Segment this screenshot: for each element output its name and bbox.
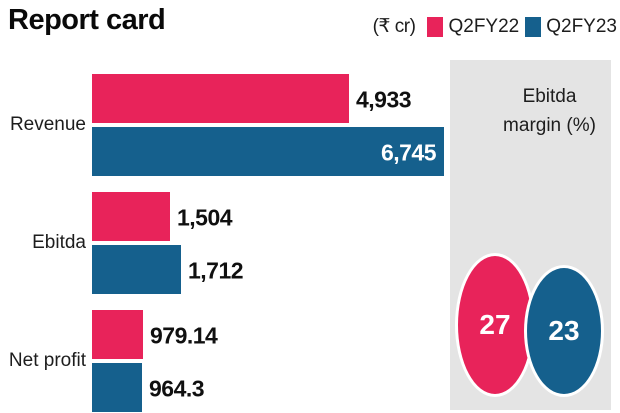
margin-bubble-q2fy22: 27 <box>455 253 535 397</box>
bar-q2fy23-revenue <box>92 127 444 176</box>
legend-item-q2fy22: Q2FY22 <box>427 16 519 38</box>
ebitda-margin-panel: Ebitda margin (%) 27 23 <box>450 60 611 410</box>
chart-title: Report card <box>8 4 166 36</box>
bar-value-q2fy23-ebitda: 1,712 <box>188 257 244 283</box>
legend-item-q2fy23: Q2FY23 <box>525 16 617 38</box>
margin-bubble-q2fy23: 23 <box>524 265 604 397</box>
unit-label: (₹ cr) <box>372 16 416 37</box>
margin-value-q2fy23: 23 <box>548 315 580 346</box>
category-label-ebitda: Ebitda <box>32 232 86 253</box>
panel-title: Ebitda margin (%) <box>503 86 596 137</box>
bar-chart-area: Revenue 4,933 6,745 Ebitda 1,504 1,712 Net pro… <box>8 74 444 412</box>
legend-swatch-q2fy22-icon <box>427 16 444 37</box>
bar-value-q2fy23-revenue: 6,745 <box>380 139 437 165</box>
category-label-net-profit: Net profit <box>8 350 86 371</box>
legend-swatch-q2fy23-icon <box>525 16 542 37</box>
margin-value-q2fy22: 27 <box>479 309 511 340</box>
bar-value-q2fy23-net-profit: 964.3 <box>149 375 205 401</box>
category-label-revenue: Revenue <box>9 114 86 135</box>
legend-label-q2fy23: Q2FY23 <box>546 15 617 37</box>
bar-q2fy22-net-profit <box>92 310 143 359</box>
bar-value-q2fy22-revenue: 4,933 <box>356 86 412 112</box>
legend: (₹ cr) Q2FY22 Q2FY23 <box>373 15 617 38</box>
bar-q2fy23-ebitda <box>92 245 181 294</box>
bar-q2fy22-ebitda <box>92 192 170 241</box>
bar-value-q2fy22-ebitda: 1,504 <box>177 204 233 230</box>
bar-value-q2fy22-net-profit: 979.14 <box>150 322 218 348</box>
legend-label-q2fy22: Q2FY22 <box>448 15 520 37</box>
bar-q2fy22-revenue <box>92 74 349 123</box>
bar-q2fy23-net-profit <box>92 363 142 412</box>
